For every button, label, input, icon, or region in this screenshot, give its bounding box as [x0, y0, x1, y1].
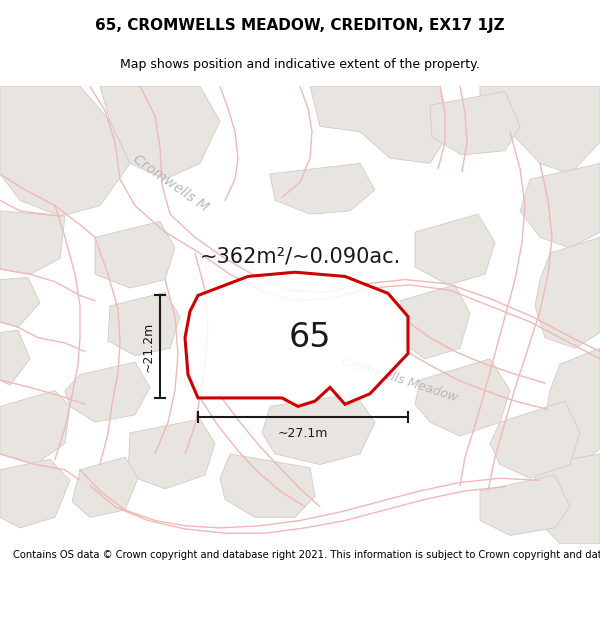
Polygon shape [415, 214, 495, 285]
Text: Map shows position and indicative extent of the property.: Map shows position and indicative extent… [120, 58, 480, 71]
Polygon shape [480, 86, 600, 174]
Polygon shape [0, 391, 70, 464]
Polygon shape [400, 285, 470, 359]
Polygon shape [108, 292, 180, 356]
Text: 65, CROMWELLS MEADOW, CREDITON, EX17 1JZ: 65, CROMWELLS MEADOW, CREDITON, EX17 1JZ [95, 18, 505, 33]
Polygon shape [0, 278, 40, 327]
Polygon shape [415, 359, 510, 436]
Polygon shape [520, 163, 600, 248]
Polygon shape [0, 459, 70, 528]
Text: ~21.2m: ~21.2m [142, 322, 155, 372]
Polygon shape [262, 394, 375, 464]
Polygon shape [0, 211, 65, 274]
Polygon shape [490, 401, 580, 478]
Text: 65: 65 [289, 321, 331, 354]
Text: ~362m²/~0.090ac.: ~362m²/~0.090ac. [199, 246, 401, 266]
Polygon shape [0, 86, 130, 216]
Polygon shape [535, 238, 600, 348]
Polygon shape [95, 221, 175, 288]
Polygon shape [72, 457, 138, 518]
Text: ~27.1m: ~27.1m [278, 428, 328, 441]
Text: Cromwells M: Cromwells M [130, 151, 211, 214]
Polygon shape [430, 91, 520, 155]
Polygon shape [65, 362, 150, 423]
Polygon shape [220, 454, 315, 518]
Text: Contains OS data © Crown copyright and database right 2021. This information is : Contains OS data © Crown copyright and d… [13, 550, 600, 560]
Polygon shape [128, 419, 215, 489]
Text: Cromwells Meadow: Cromwells Meadow [340, 354, 459, 404]
Polygon shape [270, 163, 375, 214]
Polygon shape [530, 454, 600, 544]
Polygon shape [480, 475, 570, 535]
Polygon shape [100, 86, 220, 179]
Polygon shape [185, 272, 408, 406]
Polygon shape [545, 348, 600, 464]
Polygon shape [0, 331, 30, 385]
Polygon shape [310, 86, 450, 163]
